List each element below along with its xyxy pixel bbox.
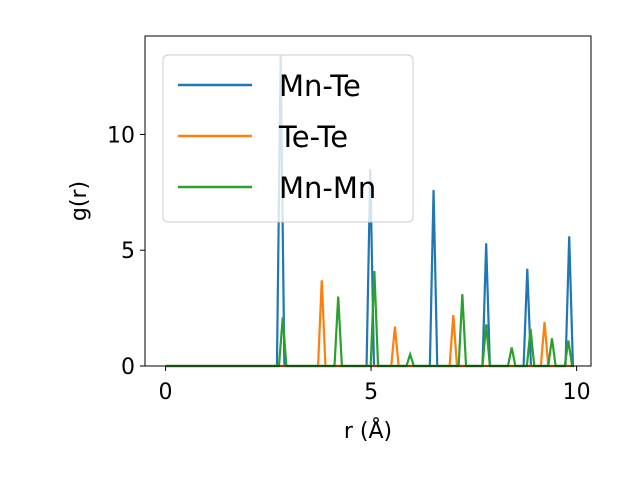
x-tick-label: 10 — [563, 380, 591, 405]
y-tick-label: 5 — [121, 239, 135, 264]
x-tick-label: 0 — [159, 380, 173, 405]
legend-label: Mn-Te — [279, 69, 361, 103]
legend-label: Mn-Mn — [279, 171, 376, 205]
legend: Mn-Te Te-Te Mn-Mn — [162, 54, 414, 223]
y-axis-label: g(r) — [67, 181, 92, 221]
x-tick-label: 5 — [364, 380, 378, 405]
legend-label: Te-Te — [278, 120, 348, 154]
x-axis-label: r (Å) — [344, 417, 392, 444]
axis-ticks: 0 5 10 0 5 10 — [107, 123, 591, 405]
y-tick-label: 0 — [121, 355, 135, 380]
plot-frame — [144, 35, 592, 367]
legend-box — [162, 54, 414, 223]
y-tick-label: 10 — [107, 123, 135, 148]
